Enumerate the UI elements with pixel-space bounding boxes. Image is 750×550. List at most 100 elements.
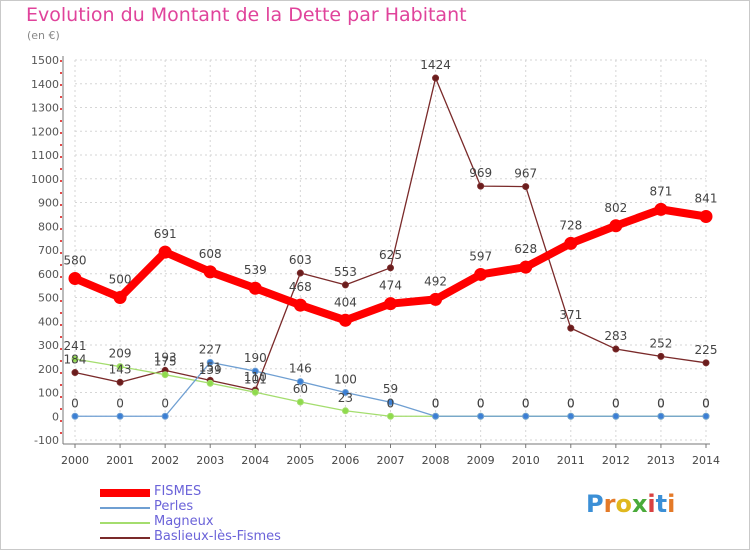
data-point — [161, 371, 169, 379]
data-point — [341, 407, 349, 415]
data-label: 802 — [604, 201, 627, 215]
data-point — [113, 291, 127, 304]
data-label: 0 — [522, 396, 530, 410]
data-label: 60 — [293, 382, 308, 396]
x-tick-label: 2005 — [286, 454, 314, 467]
data-point — [387, 412, 394, 420]
y-tick-label: 500 — [38, 292, 59, 305]
legend-swatch — [100, 537, 150, 539]
data-label: 628 — [514, 242, 537, 256]
data-label: 0 — [432, 396, 440, 410]
data-label: 227 — [199, 342, 222, 356]
data-point — [68, 272, 82, 285]
data-label: 492 — [424, 274, 447, 288]
legend-label: FISMES — [154, 484, 202, 499]
data-point — [567, 412, 575, 420]
data-point — [296, 398, 304, 406]
data-point — [702, 412, 710, 420]
data-label: 0 — [657, 396, 665, 410]
legend-label: Perles — [154, 499, 194, 514]
y-tick-label: 1100 — [31, 149, 59, 162]
y-tick-label: 200 — [38, 363, 59, 376]
y-tick-label: 1500 — [31, 54, 59, 67]
data-label: 539 — [244, 263, 267, 277]
data-label: 0 — [387, 396, 395, 410]
data-point — [387, 264, 394, 272]
data-point — [567, 324, 575, 332]
y-tick-label: 1300 — [31, 102, 59, 115]
data-label: 1424 — [420, 58, 451, 72]
data-point — [474, 267, 488, 281]
data-point — [296, 269, 304, 277]
data-point — [116, 363, 124, 371]
axes: -100010020030040050060070080090010001100… — [31, 54, 720, 467]
data-label: 691 — [154, 227, 177, 241]
data-point — [251, 388, 259, 396]
data-point — [248, 281, 262, 295]
data-label: 225 — [695, 343, 718, 357]
data-label: 0 — [71, 396, 79, 410]
data-point — [206, 358, 214, 366]
data-label: 0 — [477, 396, 485, 410]
data-point — [203, 265, 217, 279]
data-point — [432, 412, 440, 420]
x-tick-label: 2013 — [647, 454, 675, 467]
x-tick-label: 2010 — [512, 454, 540, 467]
chart-unit-label: (en €) — [27, 29, 60, 42]
data-label: 193 — [154, 350, 177, 364]
y-tick-label: 900 — [38, 197, 59, 210]
data-point — [612, 412, 620, 420]
data-label: 0 — [702, 396, 710, 410]
data-label: 0 — [612, 396, 620, 410]
data-label: 151 — [199, 360, 222, 374]
data-label: 0 — [567, 396, 575, 410]
data-label: 23 — [338, 391, 353, 405]
data-label: 0 — [522, 396, 530, 410]
data-label: 404 — [334, 295, 357, 309]
data-label: 190 — [244, 351, 267, 365]
data-label: 0 — [116, 396, 124, 410]
legend-label: Baslieux-lès-Fismes — [154, 529, 281, 544]
data-label: 0 — [432, 396, 440, 410]
data-label: 209 — [109, 347, 132, 361]
y-tick-label: 100 — [38, 387, 59, 400]
data-label: 468 — [289, 280, 312, 294]
y-tick-label: 1200 — [31, 125, 59, 138]
data-point — [564, 236, 578, 250]
data-label: 625 — [379, 248, 402, 262]
y-tick-label: 0 — [52, 410, 59, 423]
data-point — [477, 412, 485, 420]
data-label: 500 — [109, 273, 132, 287]
y-tick-label: 400 — [38, 315, 59, 328]
logo-letter: P — [586, 490, 604, 518]
data-label: 283 — [604, 329, 627, 343]
legend-swatch — [100, 522, 150, 524]
logo-letter: i — [647, 490, 656, 518]
x-tick-label: 2014 — [692, 454, 720, 467]
data-label: 110 — [244, 370, 267, 384]
data-point — [609, 219, 623, 233]
data-point — [338, 313, 352, 327]
x-tick-label: 2009 — [467, 454, 495, 467]
logo-letter: x — [631, 490, 648, 518]
data-point — [477, 182, 485, 190]
x-tick-label: 2003 — [196, 454, 224, 467]
data-point — [699, 210, 713, 224]
data-label: 474 — [379, 279, 402, 293]
data-label: 139 — [199, 363, 222, 377]
grid — [74, 59, 707, 441]
data-label: 0 — [612, 396, 620, 410]
data-label: 143 — [109, 362, 132, 376]
data-point — [341, 281, 349, 289]
y-tick-label: 300 — [38, 339, 59, 352]
data-label: 553 — [334, 265, 357, 279]
data-label: 59 — [383, 382, 398, 396]
legend-swatch — [100, 507, 150, 509]
legend-label: Magneux — [154, 514, 214, 529]
data-point — [158, 245, 172, 259]
data-labels: 184 143 193 151 110 603 553 625 1424 969 967 371 283… — [64, 58, 718, 410]
data-point — [429, 292, 443, 306]
data-label: 0 — [161, 396, 169, 410]
data-label: 0 — [477, 396, 485, 410]
